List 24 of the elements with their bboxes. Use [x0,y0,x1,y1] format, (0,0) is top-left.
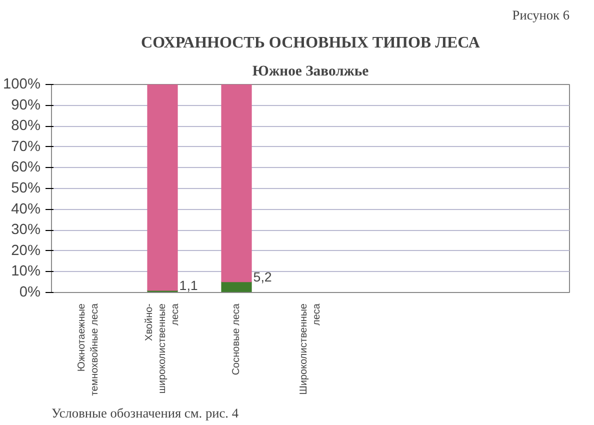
chart-subtitle: Южное Заволжье [252,64,370,80]
x-tick-label: Южнотаежные темнохвойные леса [76,303,101,396]
text: Условные обозначения см. рис. 4 [52,406,239,420]
y-tick-label: 100% [3,76,41,92]
bar [221,84,252,282]
y-tick-label: 40% [11,201,41,218]
bar [147,84,178,291]
y-tick-label: 70% [11,138,41,155]
y-tick-label: 0% [19,284,41,300]
x-tick-label: Сосновые леса [231,303,242,376]
y-tick-label: 20% [11,242,41,259]
chart-title: СОХРАННОСТЬ ОСНОВНЫХ ТИПОВ ЛЕСА [141,34,480,52]
x-tick-label: Широколиственные леса [298,303,323,395]
data-label: 1,1 [179,278,198,294]
x-tick-label: Хвойно- широколиственные леса [144,303,182,394]
y-tick-label: 10% [11,264,41,280]
data-label: 5,2 [253,270,272,285]
y-tick-label: 50% [11,180,41,196]
bar [221,281,252,292]
text: Рисунок 6 [512,8,570,22]
y-tick-label: 30% [11,222,41,238]
y-tick-label: 60% [11,160,41,176]
y-tick-label: 90% [11,97,41,114]
y-tick-label: 80% [11,118,41,134]
